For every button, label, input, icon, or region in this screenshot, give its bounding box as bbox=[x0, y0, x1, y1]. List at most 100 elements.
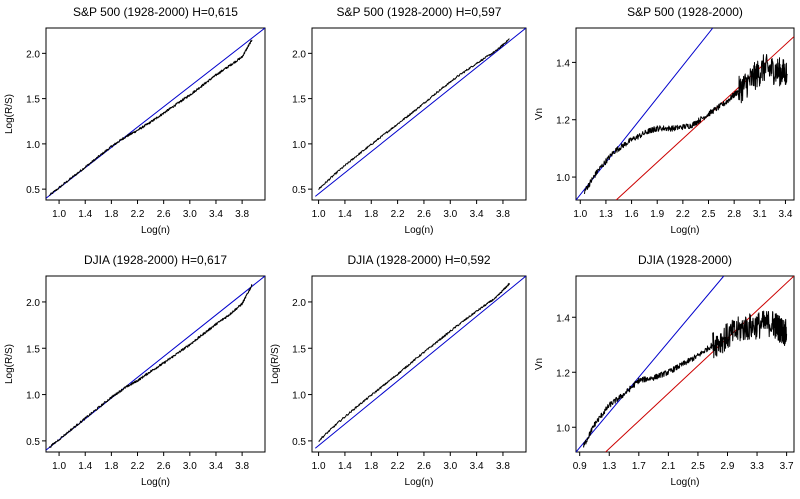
x-tick-label: 3.8 bbox=[235, 209, 249, 220]
y-tick-label: 1.0 bbox=[292, 391, 306, 402]
y-tick-label: 1.4 bbox=[556, 313, 570, 324]
series-line-1 bbox=[314, 276, 526, 449]
x-tick-label: 3.3 bbox=[750, 461, 764, 472]
x-tick-label: 1.8 bbox=[104, 461, 118, 472]
chart-title: DJIA (1928-2000) H=0,592 bbox=[347, 253, 490, 267]
x-axis-label: Log(n) bbox=[671, 225, 700, 236]
x-tick-label: 2.5 bbox=[691, 461, 705, 472]
y-axis-label: Vn bbox=[534, 108, 545, 120]
y-tick-label: 1.0 bbox=[292, 140, 306, 151]
series-line-1 bbox=[576, 276, 725, 452]
panel-1: S&P 500 (1928-2000) H=0,615 Log(n) Log(R/S… bbox=[4, 5, 266, 236]
y-tick-label: 1.4 bbox=[556, 58, 570, 69]
x-tick-label: 2.2 bbox=[676, 209, 690, 220]
x-tick-label: 1.4 bbox=[78, 461, 92, 472]
y-tick-label: 1.5 bbox=[292, 344, 306, 355]
y-tick-label: 0.5 bbox=[292, 185, 306, 196]
x-tick-label: 2.9 bbox=[721, 461, 735, 472]
series-line-4 bbox=[737, 54, 788, 104]
chart-title: S&P 500 (1928-2000) H=0,597 bbox=[337, 5, 502, 19]
x-tick-label: 3.0 bbox=[443, 461, 457, 472]
y-tick-label: 0.5 bbox=[26, 437, 40, 448]
x-tick-label: 1.8 bbox=[364, 209, 378, 220]
y-axis-label: Log(R/S) bbox=[4, 94, 15, 134]
x-tick-label: 1.0 bbox=[52, 461, 66, 472]
y-tick-label: 2.0 bbox=[26, 49, 40, 60]
x-axis-label: Log(n) bbox=[141, 225, 170, 236]
x-tick-label: 1.4 bbox=[338, 209, 352, 220]
x-tick-label: 1.3 bbox=[599, 209, 613, 220]
x-tick-label: 3.8 bbox=[235, 461, 249, 472]
x-tick-label: 3.4 bbox=[470, 461, 484, 472]
x-tick-label: 1.4 bbox=[78, 209, 92, 220]
plot-frame bbox=[575, 275, 795, 453]
series-line-4 bbox=[712, 310, 788, 359]
series-group bbox=[576, 28, 794, 200]
y-tick-label: 1.5 bbox=[26, 344, 40, 355]
x-tick-label: 3.0 bbox=[183, 209, 197, 220]
plot-frame bbox=[311, 275, 527, 453]
y-tick-label: 0.5 bbox=[292, 437, 306, 448]
x-tick-label: 2.6 bbox=[157, 209, 171, 220]
series-line-2 bbox=[48, 284, 253, 448]
y-tick-label: 1.0 bbox=[556, 173, 570, 184]
x-tick-label: 2.2 bbox=[131, 461, 145, 472]
x-tick-label: 3.8 bbox=[496, 209, 510, 220]
series-line-2 bbox=[318, 282, 510, 442]
x-tick-label: 3.0 bbox=[443, 209, 457, 220]
plot-frame bbox=[311, 27, 527, 201]
x-tick-label: 3.4 bbox=[470, 209, 484, 220]
y-tick-label: 2.0 bbox=[26, 298, 40, 309]
y-tick-label: 2.0 bbox=[292, 49, 306, 60]
chart-title: DJIA (1928-2000) bbox=[638, 253, 732, 267]
x-tick-label: 0.9 bbox=[573, 461, 587, 472]
series-group bbox=[314, 276, 526, 449]
x-tick-label: 1.4 bbox=[338, 461, 352, 472]
series-line-2 bbox=[49, 39, 253, 196]
series-line-3 bbox=[584, 90, 739, 194]
series-line-2 bbox=[318, 38, 510, 190]
panel-6: DJIA (1928-2000) Log(n) Vn 0.9 1.3 1.7 2.1 2.5 2… bbox=[534, 253, 795, 488]
series-group bbox=[576, 276, 794, 452]
panel-5: DJIA (1928-2000) H=0,592 Log(n) Log(R/S) 1.… bbox=[270, 253, 527, 488]
x-tick-label: 3.1 bbox=[753, 209, 767, 220]
panel-2: S&P 500 (1928-2000) H=0,597 Log(n) 1.0 1.4 1… bbox=[292, 5, 527, 236]
x-tick-label: 2.2 bbox=[391, 209, 405, 220]
plot-frame bbox=[45, 27, 266, 201]
x-tick-label: 1.3 bbox=[602, 461, 616, 472]
x-tick-label: 3.4 bbox=[778, 209, 792, 220]
x-tick-label: 1.0 bbox=[312, 461, 326, 472]
x-tick-label: 3.8 bbox=[496, 461, 510, 472]
y-tick-label: 0.5 bbox=[26, 185, 40, 196]
panel-4: DJIA (1928-2000) H=0,617 Log(n) Log(R/S) 1.… bbox=[4, 253, 266, 488]
x-tick-label: 1.8 bbox=[364, 461, 378, 472]
x-tick-label: 2.6 bbox=[417, 209, 431, 220]
chart-title: S&P 500 (1928-2000) H=0,615 bbox=[73, 5, 238, 19]
x-axis-label: Log(n) bbox=[405, 225, 434, 236]
x-tick-label: 2.2 bbox=[391, 461, 405, 472]
chart-title: S&P 500 (1928-2000) bbox=[627, 5, 743, 19]
series-line-2 bbox=[605, 276, 794, 452]
y-axis-label: Vn bbox=[534, 358, 545, 370]
y-tick-label: 1.5 bbox=[26, 95, 40, 106]
x-tick-label: 3.7 bbox=[780, 461, 794, 472]
x-tick-label: 3.0 bbox=[183, 461, 197, 472]
series-line-3 bbox=[582, 342, 714, 448]
y-tick-label: 1.0 bbox=[26, 391, 40, 402]
plot-frame bbox=[575, 27, 795, 201]
x-tick-label: 2.2 bbox=[131, 209, 145, 220]
y-tick-label: 1.0 bbox=[26, 140, 40, 151]
x-tick-label: 2.1 bbox=[661, 461, 675, 472]
series-line-1 bbox=[314, 28, 526, 197]
y-tick-label: 1.2 bbox=[556, 368, 570, 379]
x-tick-label: 1.7 bbox=[632, 461, 646, 472]
plot-frame bbox=[45, 275, 266, 453]
y-tick-label: 1.2 bbox=[556, 116, 570, 127]
x-tick-label: 1.0 bbox=[573, 209, 587, 220]
x-tick-label: 2.8 bbox=[727, 209, 741, 220]
x-tick-label: 3.4 bbox=[209, 461, 223, 472]
series-group bbox=[46, 28, 265, 199]
y-axis-label: Log(R/S) bbox=[270, 344, 281, 384]
y-tick-label: 1.5 bbox=[292, 95, 306, 106]
